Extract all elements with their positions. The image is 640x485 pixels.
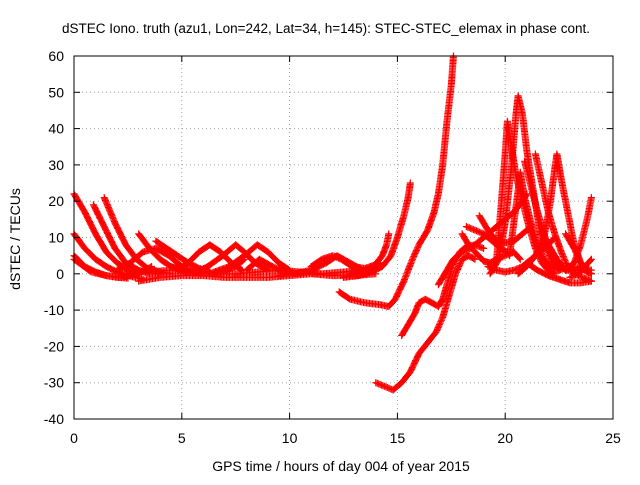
satellite-track	[523, 259, 595, 287]
y-tick-label: -10	[44, 302, 64, 318]
data-point-markers	[340, 179, 414, 281]
data-point-markers	[566, 255, 595, 281]
satellite-track	[335, 52, 457, 310]
y-tick-label: 30	[48, 157, 64, 173]
x-tick-label: 5	[178, 430, 186, 446]
y-tick-label: 60	[48, 48, 64, 64]
y-tick-label: 10	[48, 230, 64, 246]
data-series	[70, 52, 595, 394]
grid	[74, 56, 613, 419]
x-tick-label: 10	[282, 430, 298, 446]
data-point-markers	[346, 230, 393, 278]
x-axis-label: GPS time / hours of day 004 of year 2015	[212, 458, 470, 474]
data-point-markers	[372, 252, 479, 394]
y-tick-label: -20	[44, 338, 64, 354]
chart-title: dSTEC Iono. truth (azu1, Lon=242, Lat=34…	[62, 21, 590, 36]
y-tick-label: 50	[48, 84, 64, 100]
satellite-track	[340, 179, 414, 281]
y-tick-label: 0	[56, 266, 64, 282]
x-tick-label: 0	[70, 430, 78, 446]
satellite-track	[346, 230, 393, 278]
y-tick-label: -30	[44, 375, 64, 391]
data-point-markers	[523, 259, 595, 287]
y-tick-label: 20	[48, 193, 64, 209]
x-tick-label: 25	[605, 430, 621, 446]
y-tick-label: 40	[48, 121, 64, 137]
x-tick-label: 15	[390, 430, 406, 446]
y-tick-label: -40	[44, 411, 64, 427]
axis-ticks: 0 5 10 15 20 25 -40 -30 -20 -10 0 10 20 30 40 50 60	[44, 48, 621, 446]
satellite-track	[372, 252, 479, 394]
satellite-track	[566, 255, 595, 281]
x-tick-label: 20	[497, 430, 513, 446]
y-axis-label: dSTEC / TECUs	[7, 188, 23, 290]
data-point-markers	[335, 52, 457, 310]
